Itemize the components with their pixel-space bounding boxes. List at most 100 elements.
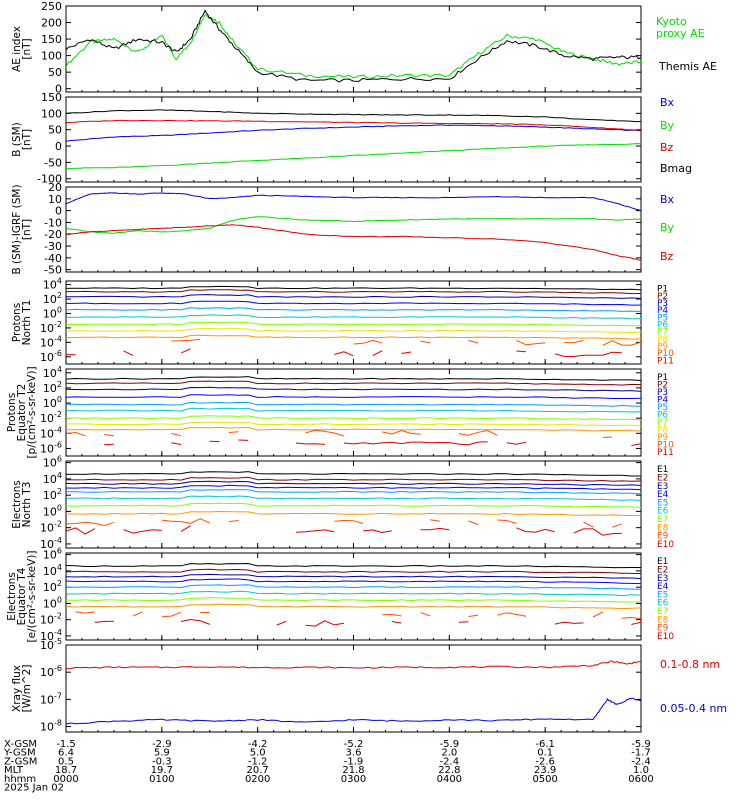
series-line-by — [66, 143, 641, 170]
y-tick-label: 20 — [48, 181, 62, 194]
ephemeris-value: 22.8 — [438, 765, 460, 776]
channel-line-e4 — [66, 484, 641, 491]
channel-label-e8: E8 — [657, 523, 669, 533]
y-tick-label: 100 — [41, 107, 62, 120]
channel-label-e6: E6 — [657, 599, 669, 609]
channel-label-p6: P6 — [657, 321, 668, 331]
channel-label-e8: E8 — [657, 615, 669, 625]
channel-label-p1: P1 — [657, 285, 668, 295]
panel-ylabel: Equator T2 — [16, 384, 28, 442]
y-tick-label: -10 — [44, 216, 62, 229]
channel-line-p10 — [66, 430, 641, 437]
legend-bx: Bx — [660, 96, 675, 109]
ephemeris-value: 5.9 — [154, 748, 170, 759]
channel-label-p6: P6 — [657, 411, 668, 421]
ephemeris-value: 23.9 — [534, 765, 556, 776]
channel-line-p1 — [66, 376, 641, 381]
y-tick-label: 102 — [43, 579, 62, 594]
ephemeris-value: 3.6 — [346, 748, 362, 759]
y-tick-label: 106 — [43, 455, 62, 470]
series-line-0-1-0-8-nm — [66, 660, 641, 670]
panel-ylabel: AE index — [11, 26, 23, 72]
panel-frame — [65, 96, 642, 183]
ephemeris-value: -4.2 — [248, 739, 268, 750]
legend-bz: Bz — [660, 250, 674, 263]
y-tick-label: 10-6 — [40, 664, 62, 679]
panel-ylabel: North T1 — [21, 300, 33, 346]
y-tick-exponent: -6 — [54, 664, 62, 673]
channel-label-p8: P8 — [657, 335, 668, 345]
channel-line-e4 — [66, 578, 641, 585]
channel-line-e6 — [66, 590, 641, 597]
y-tick-label: 10-6 — [40, 349, 62, 364]
y-tick-label: 10-4 — [40, 425, 62, 440]
channel-line-p4 — [66, 394, 641, 399]
channel-line-e7 — [66, 597, 641, 603]
plot-area — [66, 562, 641, 627]
channel-line-e8 — [66, 603, 641, 610]
y-tick-label: 100 — [43, 595, 62, 610]
ephemeris-value: 0.1 — [537, 748, 553, 759]
channel-label-p7: P7 — [657, 328, 668, 338]
panel-ylabel: Xray flux — [11, 665, 23, 712]
ephemeris-value: 2.0 — [441, 748, 457, 759]
y-tick-exponent: 2 — [57, 380, 62, 389]
plot-area — [66, 471, 641, 536]
y-tick-label: 10-4 — [40, 334, 62, 349]
channel-line-p10 — [171, 338, 641, 346]
y-tick-label: 10-6 — [40, 440, 62, 455]
panel-ylabel: B (SM) — [11, 122, 23, 156]
plot-area — [66, 660, 641, 725]
channel-line-p8 — [66, 421, 641, 427]
y-tick-label: 104 — [43, 563, 62, 578]
y-tick-label: 10 — [48, 193, 62, 206]
channel-line-p2 — [66, 380, 641, 386]
channel-label-e9: E9 — [657, 624, 669, 634]
ephemeris-value: 21.8 — [342, 765, 364, 776]
y-tick-exponent: 4 — [57, 471, 62, 480]
ephemeris-row-label: X-GSM — [4, 739, 37, 750]
y-tick-label: 10-2 — [40, 320, 62, 335]
panel-ylabel: North T3 — [21, 482, 33, 528]
channel-line-e10 — [66, 525, 622, 536]
ephemeris-value: -5.2 — [344, 739, 364, 750]
y-tick-label: 10-5 — [40, 637, 62, 652]
ephemeris-value: -5.9 — [440, 739, 460, 750]
channel-label-e9: E9 — [657, 532, 669, 542]
channel-label-p7: P7 — [657, 418, 668, 428]
channel-line-e5 — [66, 584, 641, 590]
channel-label-e3: E3 — [657, 574, 668, 584]
channel-line-p6 — [66, 407, 641, 413]
y-tick-label: -20 — [44, 228, 62, 241]
panel-frame — [65, 186, 642, 273]
y-tick-exponent: 4 — [57, 277, 62, 286]
ephemeris-value: -1.2 — [248, 756, 268, 767]
y-tick-exponent: -4 — [54, 536, 62, 545]
y-tick-label: 104 — [43, 277, 62, 292]
y-tick-label: 10-2 — [40, 612, 62, 627]
y-tick-label: 100 — [43, 503, 62, 518]
ephemeris-value: 1.0 — [633, 765, 649, 776]
panel-ylabel: [nT] — [21, 129, 33, 150]
channel-label-e3: E3 — [657, 482, 668, 492]
channel-line-e5 — [66, 489, 641, 495]
channel-label-p2: P2 — [657, 292, 668, 302]
ephemeris-value: -1.9 — [344, 756, 364, 767]
channel-label-p10: P10 — [657, 349, 674, 359]
ephemeris-value: -1.7 — [631, 748, 651, 759]
channel-label-p2: P2 — [657, 380, 668, 390]
channel-label-p9: P9 — [657, 433, 668, 443]
ephemeris-value: 0.5 — [58, 756, 74, 767]
y-tick-label: -50 — [44, 264, 62, 277]
channel-line-e2 — [66, 476, 641, 482]
y-tick-label: 50 — [48, 66, 62, 79]
y-tick-exponent: -4 — [54, 425, 62, 434]
channel-label-p11: P11 — [657, 356, 674, 366]
channel-label-e4: E4 — [657, 490, 669, 500]
channel-label-e2: E2 — [657, 565, 668, 575]
ephemeris-value: 19.7 — [151, 765, 173, 776]
channel-label-e5: E5 — [657, 498, 668, 508]
channel-line-p9 — [66, 426, 641, 432]
